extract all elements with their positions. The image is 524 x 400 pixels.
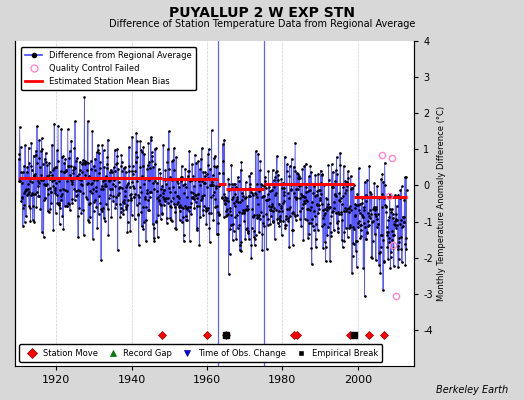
Y-axis label: Monthly Temperature Anomaly Difference (°C): Monthly Temperature Anomaly Difference (… bbox=[437, 106, 446, 301]
Legend: Station Move, Record Gap, Time of Obs. Change, Empirical Break: Station Move, Record Gap, Time of Obs. C… bbox=[19, 344, 382, 362]
Text: PUYALLUP 2 W EXP STN: PUYALLUP 2 W EXP STN bbox=[169, 6, 355, 20]
Text: Difference of Station Temperature Data from Regional Average: Difference of Station Temperature Data f… bbox=[109, 19, 415, 29]
Text: Berkeley Earth: Berkeley Earth bbox=[436, 385, 508, 395]
